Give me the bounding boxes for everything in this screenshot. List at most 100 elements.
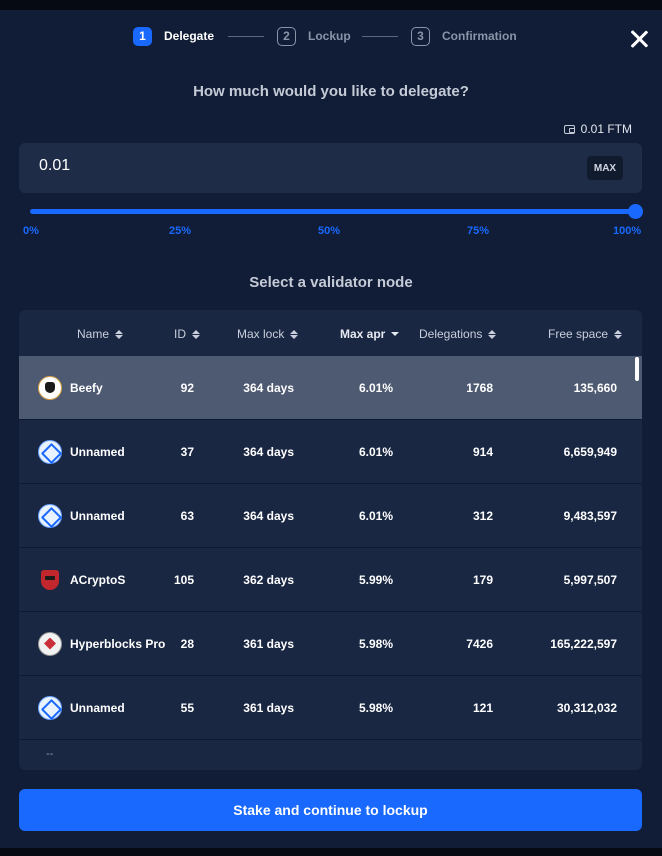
validator-name-cell: Unnamed [38,484,125,547]
acryptos-logo-icon [38,568,62,592]
validator-name-cell: Unnamed [38,676,125,739]
validator-id: 92 [180,380,194,395]
column-label: Max lock [237,327,285,341]
step-number: 3 [411,26,430,46]
step-confirmation: 3 Confirmation [411,26,517,46]
balance-value: 0.01 FTM [580,122,632,136]
wallet-icon [563,124,575,134]
slider-tick[interactable]: 25% [169,225,192,237]
validator-name-cell: Hyperblocks Pro [38,612,165,675]
validator-id: 105 [173,572,194,587]
validator-max-lock: 361 days [243,700,294,715]
validator-delegations: 7426 [466,636,493,651]
step-delegate: 1 Delegate [133,26,214,46]
table-row[interactable]: Hyperblocks Pro 28 361 days 5.98% 7426 1… [19,612,642,676]
max-button[interactable]: MAX [587,156,623,180]
column-label: Name [77,327,110,341]
validator-max-apr: 6.01% [358,444,393,459]
slider-handle[interactable] [628,204,643,219]
slider-tick[interactable]: 50% [318,225,341,237]
unnamed-validator-icon [38,439,62,464]
validator-id: 55 [180,700,194,715]
table-row[interactable]: Unnamed 37 364 days 6.01% 914 6,659,949 [19,420,642,484]
table-row[interactable]: ACryptoS 105 362 days 5.99% 179 5,997,50… [19,548,642,612]
validator-max-apr: 5.99% [358,572,393,587]
close-icon[interactable] [630,30,648,48]
step-connector [362,36,398,37]
step-lockup: 2 Lockup [277,26,351,46]
validator-delegations: 1768 [466,380,493,395]
amount-slider[interactable] [30,204,643,219]
unnamed-validator-icon [38,503,62,528]
wallet-balance: 0.01 FTM [563,122,632,136]
validator-max-lock: 361 days [243,636,294,651]
column-label: Max apr [340,327,386,341]
column-header-max-apr[interactable]: Max apr [340,327,400,341]
sort-icon [488,329,497,339]
validator-delegations: 914 [472,444,493,459]
stepper: 1 Delegate 2 Lockup 3 Confirmation [0,26,662,46]
validator-section-title: Select a validator node [249,274,413,291]
slider-tick[interactable]: 0% [23,225,39,237]
sort-icon [614,329,623,339]
step-number: 2 [277,26,296,46]
validator-max-lock: 362 days [243,572,294,587]
column-header-name[interactable]: Name [77,327,124,341]
validator-max-lock: 364 days [243,508,294,523]
validator-free-space: 6,659,949 [563,444,617,459]
validator-id: 28 [180,636,194,651]
stake-continue-button[interactable]: Stake and continue to lockup [19,789,642,831]
column-label: ID [174,327,186,341]
validator-name: Beefy [70,380,103,395]
validator-max-apr: 5.98% [358,700,393,715]
step-label: Delegate [164,29,215,43]
validator-delegations: 312 [472,508,493,523]
validator-name: Unnamed [70,700,125,715]
validator-free-space: 165,222,597 [550,636,617,651]
validator-table: Name ID Max lock Max apr Delegations Fre… [19,310,642,770]
partial-row-text: -- [46,748,54,760]
column-label: Free space [548,327,609,341]
validator-max-apr: 6.01% [358,380,393,395]
validator-name-cell: ACryptoS [38,548,125,611]
validator-name: ACryptoS [70,572,126,587]
slider-tick[interactable]: 75% [467,225,490,237]
sort-icon [290,329,299,339]
sort-icon [192,329,200,339]
validator-free-space: 9,483,597 [563,508,617,523]
validator-max-lock: 364 days [243,444,294,459]
sort-icon [115,329,124,339]
validator-name: Unnamed [70,508,125,523]
table-scrollbar[interactable] [635,357,639,381]
table-row[interactable]: Unnamed 55 361 days 5.98% 121 30,312,032 [19,676,642,740]
validator-free-space: 135,660 [573,380,617,395]
column-header-max-lock[interactable]: Max lock [237,327,299,341]
validator-id: 37 [180,444,194,459]
delegate-question: How much would you like to delegate? [193,83,469,100]
sort-desc-icon [391,332,400,336]
column-header-free-space[interactable]: Free space [548,327,623,341]
table-row[interactable]: Beefy 92 364 days 6.01% 1768 135,660 [19,356,642,420]
column-header-id[interactable]: ID [174,327,200,341]
validator-free-space: 30,312,032 [556,700,617,715]
slider-ticks: 0% 25% 50% 75% 100% [0,225,662,239]
validator-name-cell: Unnamed [38,420,125,483]
validator-max-apr: 6.01% [358,508,393,523]
step-label: Confirmation [442,29,517,43]
beefy-logo-icon [38,375,62,400]
validator-max-lock: 364 days [243,380,294,395]
amount-input[interactable] [39,157,439,175]
validator-id: 63 [180,508,194,523]
validator-free-space: 5,997,507 [563,572,617,587]
column-label: Delegations [419,327,483,341]
table-row[interactable]: Unnamed 63 364 days 6.01% 312 9,483,597 [19,484,642,548]
validator-name: Hyperblocks Pro [70,636,166,651]
amount-field-container: MAX [19,143,642,193]
column-header-delegations[interactable]: Delegations [419,327,497,341]
slider-track [30,209,635,214]
validator-name: Unnamed [70,444,125,459]
validator-delegations: 121 [472,700,493,715]
slider-tick[interactable]: 100% [613,225,642,237]
step-connector [228,36,264,37]
validator-delegations: 179 [472,572,493,587]
